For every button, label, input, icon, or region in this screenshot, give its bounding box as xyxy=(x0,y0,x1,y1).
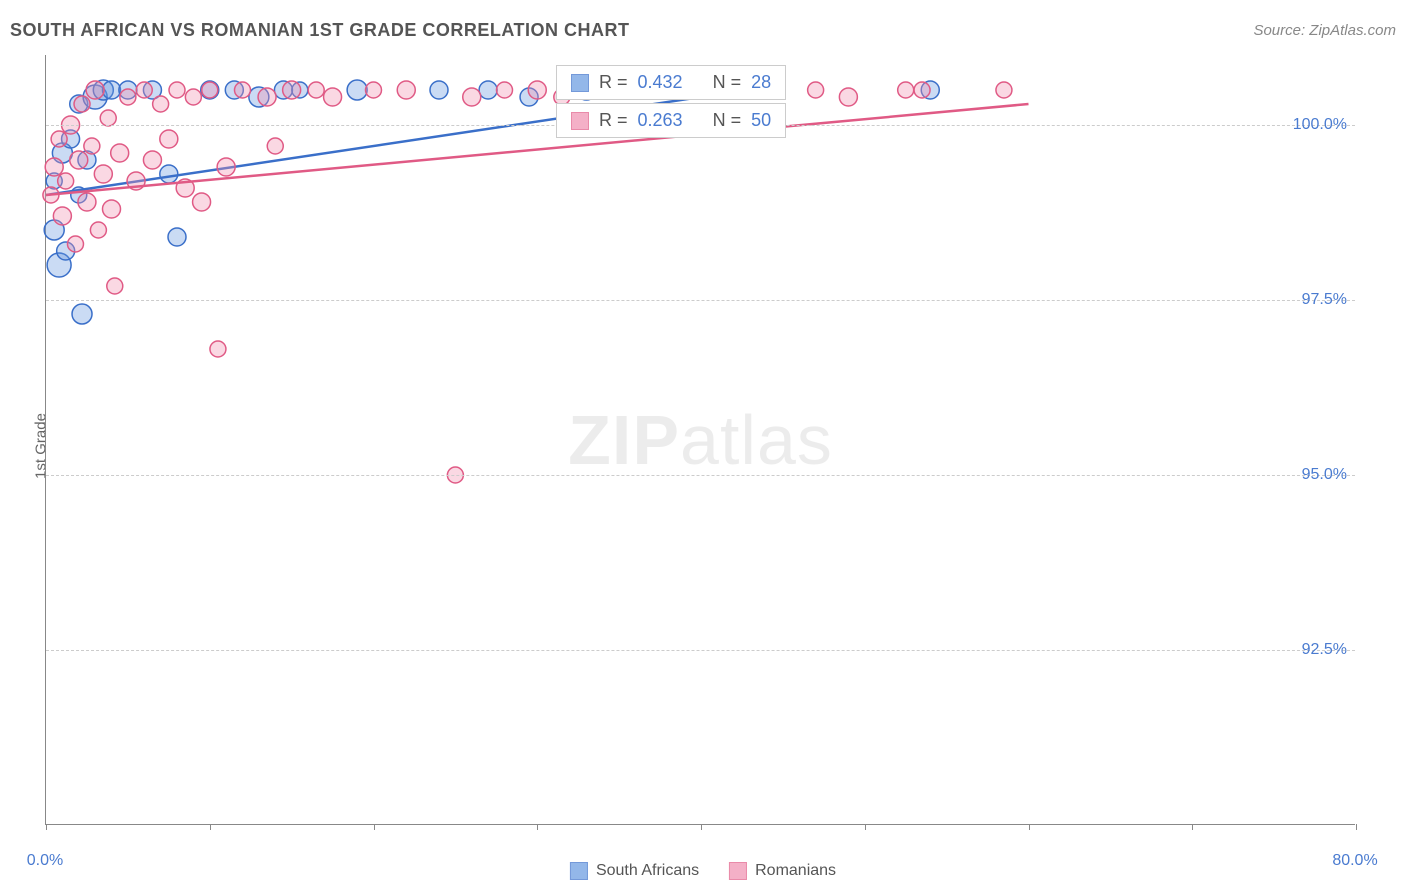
data-point xyxy=(120,89,136,105)
data-point xyxy=(463,88,481,106)
data-point xyxy=(193,193,211,211)
stat-n-prefix: N = xyxy=(713,72,742,93)
data-point xyxy=(53,207,71,225)
stat-r-prefix: R = xyxy=(599,110,628,131)
data-point xyxy=(283,81,301,99)
data-point xyxy=(67,236,83,252)
data-point xyxy=(258,88,276,106)
data-point xyxy=(103,81,121,99)
data-point xyxy=(51,131,67,147)
data-point xyxy=(169,82,185,98)
x-tick-label: 80.0% xyxy=(1332,852,1377,870)
stat-box-series-2: R = 0.263 N = 50 xyxy=(556,103,786,138)
data-point xyxy=(839,88,857,106)
data-point xyxy=(143,151,161,169)
y-tick-label: 100.0% xyxy=(1293,116,1347,134)
data-point xyxy=(100,110,116,126)
legend-swatch-2 xyxy=(729,862,747,880)
legend-item-2: Romanians xyxy=(729,862,836,880)
data-point xyxy=(70,151,88,169)
data-point xyxy=(996,82,1012,98)
data-point xyxy=(324,88,342,106)
data-point xyxy=(136,82,152,98)
trend-line xyxy=(46,104,1029,195)
chart-title: SOUTH AFRICAN VS ROMANIAN 1ST GRADE CORR… xyxy=(10,20,630,41)
legend-swatch-1 xyxy=(570,862,588,880)
stat-box-series-1: R = 0.432 N = 28 xyxy=(556,65,786,100)
data-point xyxy=(479,81,497,99)
data-point xyxy=(78,193,96,211)
data-point xyxy=(72,304,92,324)
chart-source: Source: ZipAtlas.com xyxy=(1253,22,1396,39)
x-tick-label: 0.0% xyxy=(27,852,63,870)
chart-header: SOUTH AFRICAN VS ROMANIAN 1ST GRADE CORR… xyxy=(10,20,1396,41)
stat-n-value-1: 28 xyxy=(751,72,771,93)
stat-r-prefix: R = xyxy=(599,72,628,93)
data-point xyxy=(217,158,235,176)
data-point xyxy=(347,80,367,100)
y-tick-label: 97.5% xyxy=(1302,291,1347,309)
data-point xyxy=(103,200,121,218)
data-point xyxy=(168,228,186,246)
data-point xyxy=(160,165,178,183)
data-point xyxy=(397,81,415,99)
data-point xyxy=(90,222,106,238)
stat-n-value-2: 50 xyxy=(751,110,771,131)
plot-area: ZIPatlas 100.0%97.5%95.0%92.5% R = 0.432… xyxy=(45,55,1355,825)
data-point xyxy=(202,82,218,98)
data-point xyxy=(45,158,63,176)
stat-n-prefix: N = xyxy=(713,110,742,131)
stat-r-value-1: 0.432 xyxy=(638,72,683,93)
swatch-series-1 xyxy=(571,74,589,92)
data-point xyxy=(235,82,251,98)
data-point xyxy=(84,138,100,154)
data-point xyxy=(914,82,930,98)
data-point xyxy=(430,81,448,99)
data-point xyxy=(86,81,104,99)
data-point xyxy=(94,165,112,183)
swatch-series-2 xyxy=(571,112,589,130)
data-point xyxy=(58,173,74,189)
chart-svg xyxy=(46,55,1355,824)
data-point xyxy=(497,82,513,98)
legend-item-1: South Africans xyxy=(570,862,699,880)
data-point xyxy=(366,82,382,98)
data-point xyxy=(111,144,129,162)
data-point xyxy=(808,82,824,98)
data-point xyxy=(528,81,546,99)
data-point xyxy=(160,130,178,148)
data-point xyxy=(210,341,226,357)
legend-label-1: South Africans xyxy=(596,862,699,880)
data-point xyxy=(185,89,201,105)
data-point xyxy=(153,96,169,112)
stat-r-value-2: 0.263 xyxy=(638,110,683,131)
data-point xyxy=(267,138,283,154)
data-point xyxy=(308,82,324,98)
legend-label-2: Romanians xyxy=(755,862,836,880)
data-point xyxy=(74,96,90,112)
legend: South Africans Romanians xyxy=(570,862,836,880)
y-tick-label: 92.5% xyxy=(1302,641,1347,659)
data-point xyxy=(107,278,123,294)
data-point xyxy=(898,82,914,98)
y-tick-label: 95.0% xyxy=(1302,466,1347,484)
